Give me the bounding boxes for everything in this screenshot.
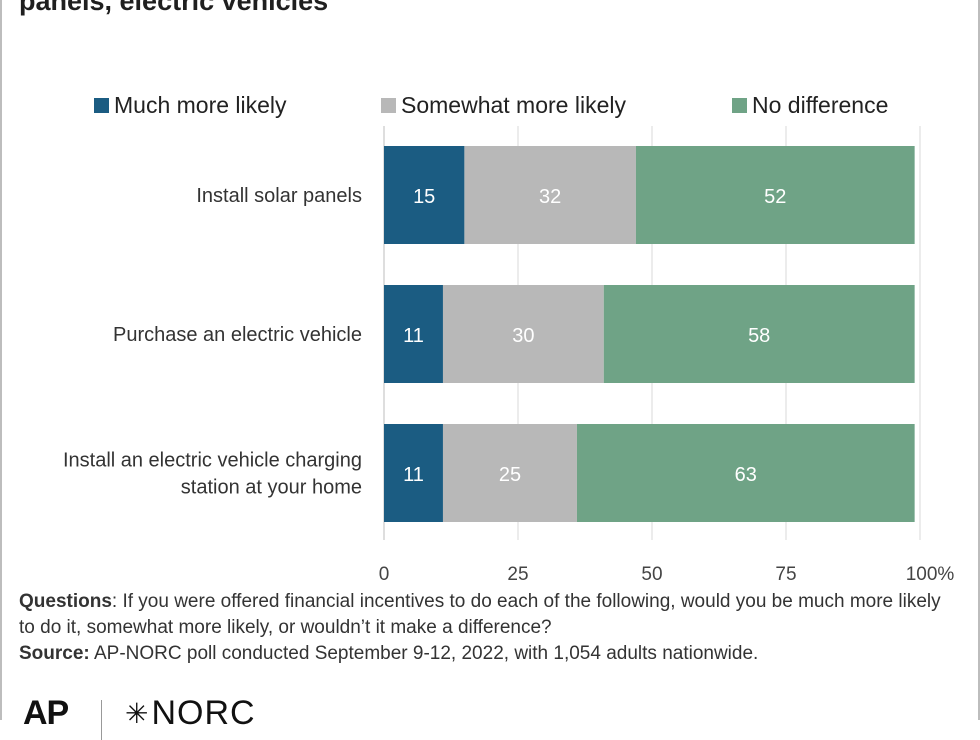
category-label: Install an electric vehicle charging — [63, 450, 362, 472]
bar-segment — [464, 146, 636, 244]
frame-right-border — [978, 0, 980, 720]
chart-title: panels, electric vehicles — [19, 0, 329, 16]
questions-text: : If you were offered financial incentiv… — [19, 591, 941, 638]
data-label: 30 — [512, 325, 534, 347]
x-tick-label: 50 — [641, 564, 662, 585]
category-label: Install solar panels — [196, 185, 362, 207]
legend-swatch-no-difference — [732, 97, 747, 113]
bar-segment — [576, 424, 915, 522]
category-label: station at your home — [181, 477, 362, 499]
x-tick-label: 100% — [906, 564, 955, 585]
data-label: 32 — [539, 186, 561, 208]
x-tick-label: 75 — [775, 564, 796, 585]
legend-label-no-difference: No difference — [752, 91, 889, 118]
legend-label-much-more-likely: Much more likely — [114, 91, 287, 118]
logo-divider — [101, 700, 102, 740]
stacked-bar-chart: 0 25 50 75 100% Install solar panels 15 32 52 Pur… — [63, 126, 955, 585]
bar-segment — [442, 424, 577, 522]
data-label: 11 — [403, 325, 424, 347]
ap-logo: AP — [23, 694, 69, 732]
bar-segment — [384, 285, 443, 383]
logos: AP ✳ NORC — [19, 694, 419, 740]
legend-item-somewhat-more-likely: Somewhat more likely — [381, 88, 626, 122]
legend-swatch-much-more-likely — [94, 97, 109, 113]
legend: Much more likely Somewhat more likely No… — [0, 88, 980, 122]
footnote: Questions: If you were offered financial… — [19, 589, 959, 667]
frame-left-border — [0, 0, 2, 720]
questions-label: Questions — [19, 591, 112, 612]
data-label: 52 — [764, 186, 786, 208]
legend-item-much-more-likely: Much more likely — [94, 88, 287, 122]
norc-logo: ✳ NORC — [125, 694, 256, 733]
bar-segment — [603, 285, 915, 383]
legend-label-somewhat-more-likely: Somewhat more likely — [401, 91, 626, 118]
bar-segment — [635, 146, 915, 244]
bar-segment — [384, 424, 443, 522]
data-label: 58 — [748, 325, 770, 347]
bar-segment — [384, 146, 465, 244]
category-label: Purchase an electric vehicle — [113, 324, 362, 346]
legend-item-no-difference: No difference — [732, 88, 888, 122]
x-tick-label: 25 — [507, 564, 528, 585]
bar-segment — [442, 285, 604, 383]
data-label: 15 — [413, 186, 435, 208]
norc-star-icon: ✳ — [125, 698, 150, 729]
data-label: 11 — [403, 464, 424, 486]
data-label: 25 — [499, 464, 521, 486]
data-label: 63 — [735, 464, 757, 486]
x-tick-label: 0 — [379, 564, 390, 585]
norc-logo-text: NORC — [151, 694, 256, 732]
source-label: Source: — [19, 643, 90, 664]
legend-swatch-somewhat-more-likely — [381, 97, 396, 113]
source-text: AP-NORC poll conducted September 9-12, 2… — [89, 643, 759, 664]
